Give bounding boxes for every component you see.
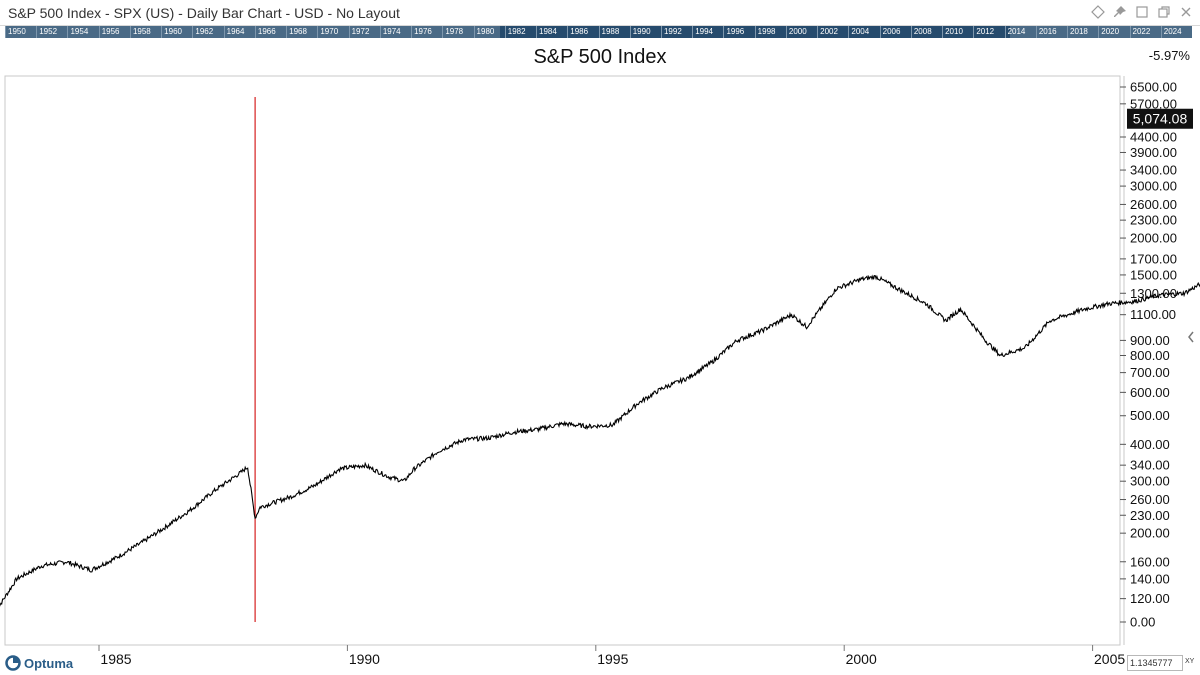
y-tick-label: 200.00 <box>1130 526 1170 541</box>
xy-label: XY <box>1185 658 1195 665</box>
plot-frame <box>4 75 1121 646</box>
year-strip-label[interactable]: 1986 <box>567 26 598 38</box>
y-tick-label: 3000.00 <box>1130 179 1177 194</box>
y-tick-label: 140.00 <box>1130 571 1170 586</box>
x-tick-label: 1995 <box>597 651 628 667</box>
y-tick-label: 4400.00 <box>1130 130 1177 145</box>
year-strip-label[interactable]: 2010 <box>942 26 973 38</box>
x-tick-label: 1985 <box>100 651 131 667</box>
close-icon[interactable] <box>1178 4 1194 20</box>
year-strip-label[interactable]: 1970 <box>317 26 348 38</box>
y-tick-label: 2000.00 <box>1130 231 1177 246</box>
y-tick-label: 5700.00 <box>1130 96 1177 111</box>
y-tick-label: 2300.00 <box>1130 213 1177 228</box>
chevron-left-icon[interactable] <box>1186 330 1196 344</box>
optuma-logo-text: Optuma <box>24 655 74 671</box>
window-titlebar: S&P 500 Index - SPX (US) - Daily Bar Cha… <box>0 0 1200 26</box>
y-tick-label: 1100.00 <box>1130 307 1176 322</box>
year-strip-label[interactable]: 2008 <box>910 26 942 38</box>
year-strip-label[interactable]: 2002 <box>817 26 848 38</box>
y-tick-label: 340.00 <box>1130 458 1170 473</box>
year-strip-label[interactable]: 1964 <box>223 26 255 38</box>
year-strip-label[interactable]: 2004 <box>848 26 879 38</box>
y-tick-label: 800.00 <box>1130 348 1170 363</box>
y-tick-label: 160.00 <box>1130 554 1170 569</box>
y-tick-label: 700.00 <box>1130 365 1170 380</box>
y-tick-label: 0.00 <box>1130 615 1155 630</box>
year-strip-label[interactable]: 1984 <box>536 26 567 38</box>
window-controls <box>1090 4 1194 20</box>
year-strip-label[interactable]: 2006 <box>879 26 911 38</box>
year-strip-label[interactable]: 1952 <box>36 26 67 38</box>
diamond-icon[interactable] <box>1090 4 1106 20</box>
y-tick-label: 900.00 <box>1130 333 1170 348</box>
year-strip-label[interactable]: 1976 <box>411 26 442 38</box>
y-tick-label: 120.00 <box>1130 591 1170 606</box>
year-strip-label[interactable]: 2014 <box>1004 26 1036 38</box>
year-strip-label[interactable]: 1980 <box>473 26 505 38</box>
chart-title: S&P 500 Index <box>533 46 667 68</box>
year-strip-label[interactable]: 1998 <box>754 26 786 38</box>
y-tick-label: 3900.00 <box>1130 145 1177 160</box>
y-tick-label: 6500.00 <box>1130 80 1177 95</box>
optuma-logo-icon <box>5 655 21 671</box>
pin-icon[interactable] <box>1112 4 1128 20</box>
year-strip-label[interactable]: 2020 <box>1098 26 1129 38</box>
year-strip-label[interactable]: 2024 <box>1160 26 1192 38</box>
y-tick-label: 500.00 <box>1130 408 1170 423</box>
year-strip-label[interactable]: 1972 <box>348 26 380 38</box>
year-strip-label[interactable]: 2012 <box>973 26 1004 38</box>
year-strip-label[interactable]: 1962 <box>192 26 223 38</box>
year-strip-label[interactable]: 1988 <box>598 26 630 38</box>
change-percent: -5.97% <box>1148 48 1190 63</box>
year-strip-label[interactable]: 1968 <box>286 26 317 38</box>
x-tick-label: 1990 <box>349 651 380 667</box>
y-tick-label: 1300.00 <box>1130 286 1177 301</box>
year-strip-label[interactable]: 1960 <box>161 26 192 38</box>
y-tick-label: 2600.00 <box>1130 197 1177 212</box>
x-tick-label: 2000 <box>846 651 877 667</box>
optuma-logo: Optuma <box>5 653 73 673</box>
year-strip-label[interactable]: 2000 <box>785 26 817 38</box>
x-tick-label: 2005 <box>1094 651 1125 667</box>
y-tick-label: 230.00 <box>1130 508 1170 523</box>
year-strip-label[interactable]: 1956 <box>98 26 130 38</box>
y-tick-label: 400.00 <box>1130 437 1170 452</box>
window-title: S&P 500 Index - SPX (US) - Daily Bar Cha… <box>8 5 400 21</box>
y-tick-label: 1700.00 <box>1130 251 1177 266</box>
last-price-box <box>1127 108 1193 129</box>
restore-icon[interactable] <box>1156 4 1172 20</box>
year-strip-label[interactable]: 1996 <box>723 26 754 38</box>
maximize-icon[interactable] <box>1134 4 1150 20</box>
year-strip-label[interactable]: 1950 <box>5 26 36 38</box>
year-strip-label[interactable]: 1954 <box>67 26 98 38</box>
year-strip-label[interactable]: 1990 <box>629 26 661 38</box>
xy-value-field[interactable]: 1.1345777 <box>1127 655 1183 671</box>
y-tick-label: 1500.00 <box>1130 267 1177 282</box>
y-tick-label: 300.00 <box>1130 474 1170 489</box>
y-tick-label: 3400.00 <box>1130 163 1177 178</box>
y-tick-label: 260.00 <box>1130 492 1170 507</box>
year-strip-label[interactable]: 1994 <box>692 26 723 38</box>
year-strip-label[interactable]: 1966 <box>254 26 286 38</box>
year-strip-label[interactable]: 1982 <box>504 26 536 38</box>
year-strip-label[interactable]: 2016 <box>1035 26 1067 38</box>
year-strip-label[interactable]: 1978 <box>442 26 473 38</box>
year-strip-label[interactable]: 1958 <box>129 26 161 38</box>
year-navigator-strip[interactable]: 1950 1952 1954 1956 1958 1960 1962 1964 1966 1968… <box>5 26 1192 38</box>
price-series-line <box>0 274 1200 607</box>
year-strip-label[interactable]: 1974 <box>379 26 411 38</box>
year-strip-label[interactable]: 1992 <box>660 26 692 38</box>
y-tick-label: 600.00 <box>1130 385 1170 400</box>
year-strip-label[interactable]: 2018 <box>1067 26 1098 38</box>
year-strip-label[interactable]: 2022 <box>1129 26 1161 38</box>
last-price-label: 5,074.08 <box>1133 111 1188 127</box>
